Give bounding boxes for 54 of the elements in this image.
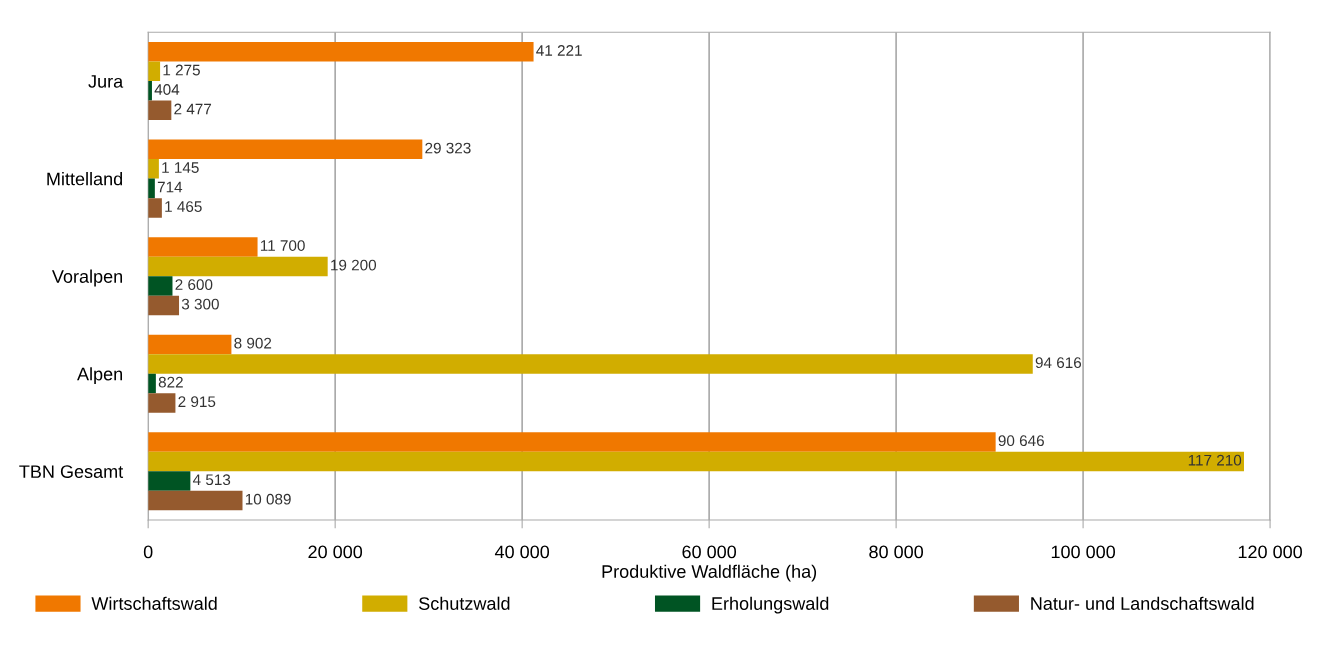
- legend-label: Erholungswald: [712, 596, 829, 614]
- data-label: 11 700: [260, 240, 305, 251]
- legend-label: Wirtschaftswald: [91, 596, 217, 610]
- data-label: 404: [154, 84, 180, 95]
- bar: [148, 61, 161, 82]
- data-label: 2 915: [178, 396, 216, 408]
- bar: [148, 295, 180, 316]
- bar: [148, 451, 1244, 472]
- y-tick-label: TBN Gesamt: [19, 465, 124, 478]
- data-label: 2 600: [175, 279, 213, 291]
- data-label: 1 145: [162, 162, 199, 173]
- bar: [148, 100, 172, 121]
- data-label: 10 089: [245, 493, 291, 505]
- y-tick-label: Mittelland: [47, 172, 123, 186]
- data-label: 90 646: [998, 435, 1044, 447]
- bar: [148, 471, 191, 491]
- legend-label: Natur- und Landschaftswald: [1031, 596, 1254, 610]
- bar: [148, 432, 996, 452]
- data-label: 19 200: [331, 259, 377, 271]
- data-label: 3 300: [181, 298, 219, 310]
- x-tick-label: 100 000: [1051, 545, 1116, 559]
- y-tick-label: Jura: [88, 75, 124, 88]
- x-tick-label: 60 000: [682, 545, 737, 559]
- data-label: 117 210: [1188, 454, 1242, 466]
- x-tick-label: 20 000: [308, 545, 363, 559]
- bar: [148, 354, 1033, 374]
- data-label: 2 477: [174, 103, 212, 115]
- y-tick-label: Alpen: [77, 367, 123, 384]
- legend-label: Schutzwald: [419, 596, 510, 610]
- data-label: 41 221: [536, 45, 582, 56]
- bar: [148, 237, 258, 257]
- bar: [148, 276, 173, 296]
- x-tick-label: 80 000: [869, 545, 924, 559]
- bar: [148, 256, 328, 277]
- bar: [148, 393, 176, 413]
- x-tick-label: 40 000: [494, 545, 550, 559]
- y-tick-label: Voralpen: [51, 269, 123, 287]
- data-label: 1 465: [165, 201, 202, 212]
- x-tick-label: 120 000: [1238, 545, 1303, 559]
- data-label: 29 323: [425, 142, 471, 154]
- data-label: 822: [158, 376, 183, 388]
- bar: [148, 139, 423, 160]
- data-label: 8 902: [234, 337, 272, 349]
- bar: [148, 42, 534, 62]
- bar: [148, 490, 243, 511]
- bar: [148, 198, 162, 218]
- data-label: 714: [157, 181, 183, 193]
- x-axis-title: Produktive Waldfläche (ha): [602, 564, 817, 582]
- x-tick-label: 0: [143, 545, 153, 559]
- data-label: 4 513: [192, 474, 231, 486]
- data-label: 94 616: [1035, 357, 1082, 369]
- data-label: 1 275: [163, 64, 200, 76]
- bar: [148, 334, 232, 355]
- bar: [148, 159, 159, 179]
